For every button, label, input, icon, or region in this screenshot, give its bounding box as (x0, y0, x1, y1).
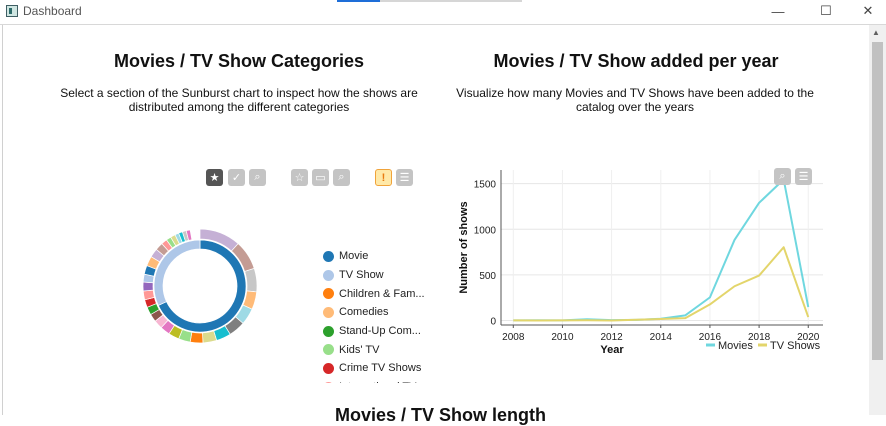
legend-item[interactable]: Crime TV Shows (323, 359, 431, 378)
sunburst-title: Movies / TV Show Categories (113, 51, 365, 71)
legend-swatch (323, 381, 334, 383)
line-chart[interactable]: 0 500 1000 1500 2008 2010 2012 2014 2016 2018 2020… (451, 160, 831, 355)
legend-swatch (323, 288, 334, 300)
legend-swatch (323, 344, 334, 356)
y-tick-label: 500 (479, 271, 496, 282)
sunburst-subtitle-line2: distributed among the different categori… (128, 100, 350, 114)
sunburst-outer-segment[interactable] (185, 229, 193, 241)
x-tick-label: 2018 (748, 332, 771, 343)
star-outline-icon[interactable]: ☆ (291, 169, 308, 186)
legend-label: TV Show (339, 269, 384, 282)
window-title: Dashboard (23, 4, 82, 18)
sunburst-outer-segment[interactable] (244, 267, 258, 293)
sunburst-chart[interactable] (141, 227, 259, 345)
legend-label: Crime TV Shows (339, 362, 422, 375)
legend-item[interactable]: Comedies (323, 303, 431, 322)
line-chart-title: Movies / TV Show added per year (493, 51, 779, 71)
menu-icon-2[interactable]: ☰ (795, 168, 812, 185)
app-icon (6, 5, 18, 17)
legend-item[interactable]: Movie (323, 247, 431, 266)
x-tick-label: 2014 (650, 332, 673, 343)
zoom-icon[interactable]: ⌕ (249, 169, 266, 186)
legend-label: Kids' TV (339, 343, 380, 356)
menu-icon[interactable]: ☰ (396, 169, 413, 186)
legend-swatch (323, 362, 334, 374)
y-tick-label: 1500 (474, 180, 497, 191)
y-tick-label: 0 (490, 316, 496, 327)
legend-swatch (323, 250, 334, 262)
x-axis-title: Year (600, 344, 624, 355)
zoom-icon-2[interactable]: ⌕ (333, 169, 350, 186)
legend-item[interactable]: TV Show (323, 266, 431, 285)
legend-swatch (323, 269, 334, 281)
sunburst-subtitle-line1: Select a section of the Sunburst chart t… (60, 86, 418, 100)
legend-label[interactable]: Movies (718, 340, 753, 352)
legend-item[interactable]: Kids' TV (323, 340, 431, 359)
series-line-tv-shows[interactable] (513, 246, 810, 322)
scroll-up-arrow-icon[interactable]: ▲ (872, 28, 880, 37)
maximize-button[interactable]: ☐ (820, 3, 832, 18)
legend-item[interactable]: Stand-Up Com... (323, 322, 431, 341)
line-chart-subtitle: Visualize how many Movies and TV Shows h… (450, 86, 820, 114)
x-tick-label: 2020 (797, 332, 820, 343)
legend-label: Stand-Up Com... (339, 325, 421, 338)
sunburst-outer-segment[interactable] (202, 330, 218, 344)
legend-label: Children & Fam... (339, 287, 425, 300)
minimize-button[interactable]: — (771, 3, 785, 19)
scrollbar-thumb[interactable] (872, 42, 883, 360)
line-chart-subtitle-line1: Visualize how many Movies and TV Shows h… (456, 86, 814, 100)
sunburst-outer-segment[interactable] (142, 281, 154, 292)
legend-label: Comedies (339, 306, 389, 319)
tab-strip[interactable] (337, 0, 522, 2)
dashboard-content: Movies / TV Show Categories Select a sec… (2, 25, 869, 415)
active-tab-indicator (337, 0, 380, 2)
sunburst-segment-tvshow[interactable] (153, 239, 201, 306)
y-tick-label: 1000 (474, 225, 497, 236)
legend-item[interactable]: International TV... (323, 378, 431, 383)
plot-area (501, 170, 823, 325)
legend-label[interactable]: TV Shows (770, 340, 821, 352)
zoom-icon-3[interactable]: ⌕ (774, 168, 791, 185)
legend-item[interactable]: Children & Fam... (323, 284, 431, 303)
length-section-title: Movies / TV Show length (335, 405, 547, 425)
x-tick-label: 2010 (551, 332, 574, 343)
legend-label: International TV... (339, 381, 425, 383)
x-tick-label: 2008 (502, 332, 525, 343)
window-titlebar: Dashboard — ☐ ✕ (0, 0, 886, 25)
sunburst-subtitle: Select a section of the Sunburst chart t… (59, 86, 419, 114)
line-chart-subtitle-line2: catalog over the years (575, 100, 695, 114)
sunburst-outer-segment[interactable] (189, 331, 204, 344)
legend-label: Movie (339, 250, 369, 263)
close-button[interactable]: ✕ (862, 3, 874, 18)
y-axis-title: Number of shows (458, 201, 470, 293)
warning-icon[interactable]: ! (375, 169, 392, 186)
legend-swatch (323, 325, 334, 337)
x-tick-label: 2016 (699, 332, 722, 343)
check-icon[interactable]: ✓ (228, 169, 245, 186)
star-icon[interactable]: ★ (206, 169, 223, 186)
select-icon[interactable]: ▭ (312, 169, 329, 186)
sunburst-legend: Movie TV Show Children & Fam... Comedies Sta… (323, 247, 431, 383)
x-tick-label: 2012 (600, 332, 623, 343)
legend-swatch (323, 306, 334, 318)
